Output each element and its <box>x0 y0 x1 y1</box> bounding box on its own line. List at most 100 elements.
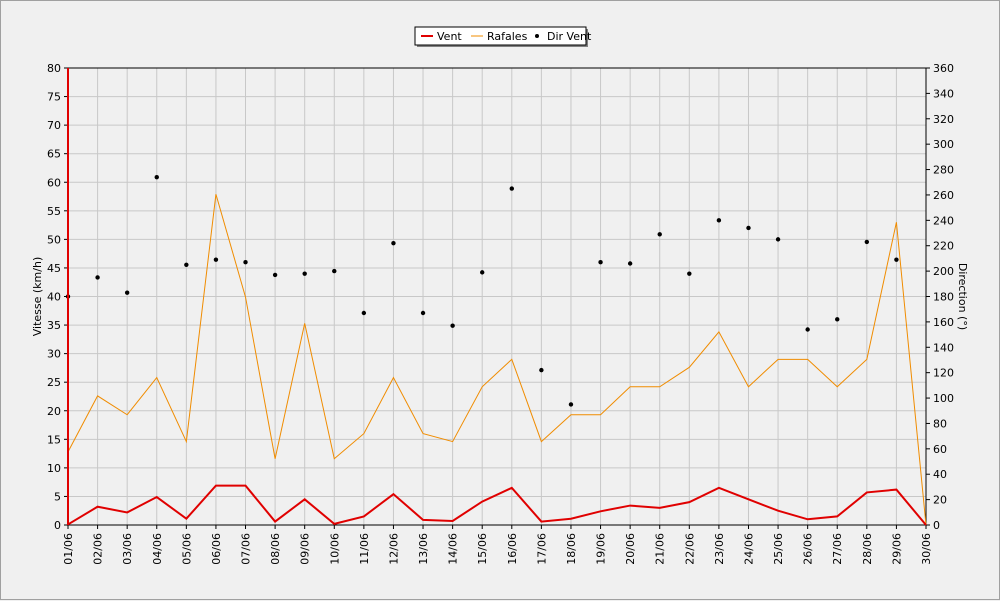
dir-vent-point <box>835 317 840 322</box>
left-tick-label: 80 <box>47 62 61 75</box>
left-tick-label: 25 <box>47 376 61 389</box>
x-tick-label: 08/06 <box>269 533 282 565</box>
dir-vent-point <box>746 225 751 231</box>
dir-vent-point <box>243 260 248 265</box>
x-tick-label: 01/06 <box>62 533 75 565</box>
left-tick-label: 0 <box>54 519 61 532</box>
legend-label: Dir Vent <box>547 30 592 43</box>
x-tick-label: 16/06 <box>506 533 519 565</box>
legend-swatch <box>535 34 539 38</box>
x-tick-label: 15/06 <box>476 533 489 565</box>
x-tick-label: 04/06 <box>151 533 164 565</box>
right-tick-label: 140 <box>933 341 954 354</box>
right-tick-label: 360 <box>933 62 954 75</box>
x-tick-label: 17/06 <box>535 533 548 565</box>
x-tick-label: 25/06 <box>772 533 785 565</box>
dir-vent-point <box>302 271 307 276</box>
left-tick-label: 70 <box>47 119 61 132</box>
series-line-rafales <box>67 194 927 526</box>
dir-vent-point <box>894 257 899 262</box>
dir-vent-point <box>361 310 367 316</box>
legend-label: Rafales <box>487 30 528 43</box>
right-tick-label: 300 <box>933 138 954 151</box>
left-tick-label: 30 <box>47 348 61 361</box>
y-axis-label-left: Vitesse (km/h) <box>31 257 44 337</box>
x-axis-ticks: 01/06 02/06 03/06 04/06 05/06 06/06 07/06 08/06… <box>62 525 933 565</box>
left-tick-label: 75 <box>47 91 61 104</box>
dir-vent-point <box>539 367 544 373</box>
x-tick-label: 14/06 <box>447 533 460 565</box>
dir-vent-point <box>509 186 514 191</box>
dir-vent-point <box>272 272 278 278</box>
left-tick-label: 35 <box>47 319 61 332</box>
right-tick-label: 340 <box>933 87 954 100</box>
right-tick-label: 120 <box>933 367 954 380</box>
dir-vent-point <box>124 290 130 295</box>
y-axis-label-right: Direction (°) <box>956 263 969 330</box>
right-tick-label: 100 <box>933 392 954 405</box>
dir-vent-point <box>450 323 455 328</box>
right-tick-label: 160 <box>933 316 954 329</box>
dir-vent-point <box>775 237 781 242</box>
dir-vent-point <box>154 174 159 180</box>
right-tick-label: 280 <box>933 164 954 177</box>
legend-box <box>414 26 587 46</box>
x-tick-label: 02/06 <box>92 533 105 565</box>
right-tick-label: 180 <box>933 291 954 304</box>
dir-vent-point <box>480 270 485 275</box>
x-tick-label: 27/06 <box>831 533 844 565</box>
right-tick-label: 200 <box>933 265 954 278</box>
right-tick-label: 220 <box>933 240 954 253</box>
dir-vent-point <box>420 310 426 316</box>
left-tick-label: 20 <box>47 405 61 418</box>
x-tick-label: 22/06 <box>683 533 696 565</box>
right-tick-label: 260 <box>933 189 954 202</box>
dir-vent-point <box>213 257 219 262</box>
right-axis-ticks: 0 20 40 60 80 100 120 140 160 180 200 220 240 260 280 3… <box>926 62 954 532</box>
x-tick-label: 26/06 <box>802 533 815 565</box>
x-tick-label: 06/06 <box>210 533 223 565</box>
x-tick-label: 24/06 <box>742 533 755 565</box>
x-tick-label: 03/06 <box>121 533 134 565</box>
right-tick-label: 60 <box>933 443 947 456</box>
dir-vent-point <box>568 402 574 407</box>
dir-vent-point <box>332 268 337 274</box>
right-tick-label: 80 <box>933 417 947 430</box>
right-tick-label: 240 <box>933 214 954 227</box>
right-tick-label: 40 <box>933 468 947 481</box>
x-tick-label: 05/06 <box>180 533 193 565</box>
x-tick-label: 28/06 <box>861 533 874 565</box>
left-axis-highlight <box>67 68 69 525</box>
left-tick-label: 10 <box>47 462 61 475</box>
series-line-vent <box>67 484 927 526</box>
dir-vent-point <box>598 260 603 265</box>
left-axis-ticks: 0 5 10 15 20 25 30 35 40 45 50 55 60 65 70 75 80 <box>47 62 68 532</box>
left-tick-label: 5 <box>54 490 61 503</box>
left-tick-label: 15 <box>47 433 61 446</box>
left-tick-label: 40 <box>47 291 61 304</box>
x-tick-label: 07/06 <box>240 533 253 565</box>
left-tick-label: 60 <box>47 176 61 189</box>
left-tick-label: 55 <box>47 205 61 218</box>
right-tick-label: 320 <box>933 113 954 126</box>
x-tick-label: 10/06 <box>328 533 341 565</box>
dir-vent-point <box>657 232 662 237</box>
dir-vent-point <box>864 239 870 245</box>
right-tick-label: 0 <box>933 519 940 532</box>
dir-vent-point <box>184 262 189 267</box>
x-tick-label: 29/06 <box>890 533 903 565</box>
x-tick-label: 21/06 <box>654 533 667 565</box>
dir-vent-point <box>627 261 633 266</box>
x-tick-label: 09/06 <box>299 533 312 565</box>
x-tick-label: 18/06 <box>565 533 578 565</box>
legend: Vent Rafales Dir Vent <box>414 26 592 47</box>
left-tick-label: 45 <box>47 262 61 275</box>
legend-label: Vent <box>437 30 462 43</box>
x-tick-label: 19/06 <box>595 533 608 565</box>
x-tick-label: 11/06 <box>358 533 371 565</box>
x-tick-label: 20/06 <box>624 533 637 565</box>
series-layer <box>65 68 927 526</box>
dir-vent-point <box>716 218 722 223</box>
